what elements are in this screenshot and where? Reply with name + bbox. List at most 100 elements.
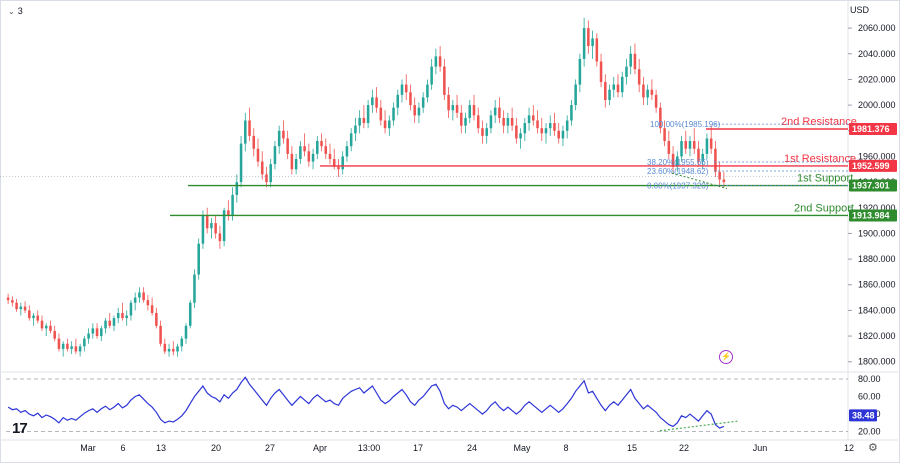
- candle-body: [714, 148, 717, 172]
- price-trendline: [671, 172, 728, 189]
- gear-icon[interactable]: ⚙: [868, 442, 878, 454]
- candle: [299, 141, 302, 165]
- candle-body: [150, 305, 154, 313]
- candle-body: [142, 292, 145, 301]
- candle-body: [506, 117, 510, 126]
- candle-body: [642, 84, 645, 98]
- candle-body: [222, 210, 226, 242]
- candle: [201, 210, 205, 249]
- candle-body: [722, 179, 726, 183]
- candle-body: [349, 133, 353, 147]
- candle-body: [316, 141, 319, 154]
- candle: [277, 125, 281, 154]
- candle-body: [532, 115, 535, 121]
- candle: [235, 174, 239, 203]
- candle-body: [163, 343, 167, 352]
- candle: [116, 307, 120, 324]
- time-tick-label: Jun: [753, 443, 768, 453]
- candle: [608, 84, 611, 106]
- candle-body: [718, 171, 721, 180]
- candle: [379, 99, 383, 126]
- currency-label: USD: [850, 5, 870, 15]
- candle-body: [366, 105, 370, 124]
- candle: [252, 128, 256, 157]
- price-tick-label: 1960.000: [858, 151, 896, 161]
- candle-body: [637, 69, 641, 85]
- candle-body: [574, 84, 577, 106]
- time-tick-label: 22: [679, 443, 689, 453]
- candle: [519, 128, 522, 149]
- candle-body: [413, 105, 416, 116]
- candle-body: [400, 84, 404, 95]
- collapse-indicator[interactable]: ⌄ 3: [8, 6, 23, 16]
- candle-body: [49, 325, 52, 331]
- candle-body: [320, 141, 323, 147]
- candle: [684, 130, 688, 154]
- candle-body: [15, 302, 18, 310]
- candle-body: [286, 138, 289, 154]
- price-tick-label: 1840.000: [858, 305, 896, 315]
- price-tick-label: 1820.000: [858, 331, 896, 341]
- candle: [697, 141, 700, 167]
- rsi-badge-label: 38.48: [852, 410, 875, 420]
- candle: [273, 141, 277, 170]
- candle: [74, 338, 78, 355]
- candle-body: [570, 105, 573, 121]
- candle: [637, 58, 641, 93]
- candle: [349, 128, 353, 152]
- candle-body: [396, 94, 400, 108]
- candle-body: [650, 89, 654, 95]
- candle-body: [184, 325, 188, 339]
- candle: [142, 287, 145, 303]
- candle: [489, 110, 493, 134]
- candle-body: [282, 130, 285, 139]
- candle-body: [303, 146, 306, 152]
- candle: [328, 143, 332, 165]
- candle: [66, 338, 69, 352]
- candle-body: [697, 148, 700, 162]
- candle-body: [23, 306, 27, 311]
- candle: [443, 58, 446, 100]
- candle-body: [341, 156, 344, 170]
- candle: [502, 110, 505, 134]
- candle: [159, 320, 162, 347]
- candle: [133, 292, 137, 311]
- candle: [404, 74, 408, 100]
- candle-body: [155, 312, 158, 326]
- candle-body: [172, 348, 175, 352]
- candle-body: [11, 300, 14, 303]
- tradingview-logo-icon: 17: [12, 420, 28, 437]
- candle: [438, 46, 442, 72]
- candle-body: [544, 128, 548, 134]
- candle: [36, 310, 40, 324]
- candle-body: [231, 194, 234, 216]
- candle: [303, 133, 306, 157]
- flash-event-icon[interactable]: ⚡: [719, 350, 733, 364]
- candle-body: [28, 310, 31, 319]
- candle-body: [438, 56, 442, 67]
- candle-body: [307, 151, 311, 162]
- time-tick-label: 24: [467, 443, 477, 453]
- candle: [260, 151, 264, 180]
- candle-body: [667, 141, 671, 154]
- candle: [667, 130, 671, 159]
- rsi-tick-label: 80.00: [858, 374, 881, 384]
- candle-body: [32, 315, 35, 319]
- candle-body: [180, 338, 184, 347]
- candle-body: [214, 223, 217, 234]
- rsi-badge: [849, 409, 877, 422]
- candle-body: [358, 117, 361, 126]
- candle-body: [561, 130, 565, 139]
- candle-body: [332, 158, 336, 167]
- price-badge: [849, 209, 897, 222]
- candle: [676, 151, 679, 172]
- candle-body: [269, 164, 272, 183]
- candle: [659, 102, 662, 134]
- candle: [400, 79, 404, 103]
- candle: [460, 105, 463, 134]
- candle-body: [371, 97, 374, 106]
- candle: [506, 112, 510, 134]
- candle-body: [468, 105, 472, 118]
- candle: [155, 307, 158, 329]
